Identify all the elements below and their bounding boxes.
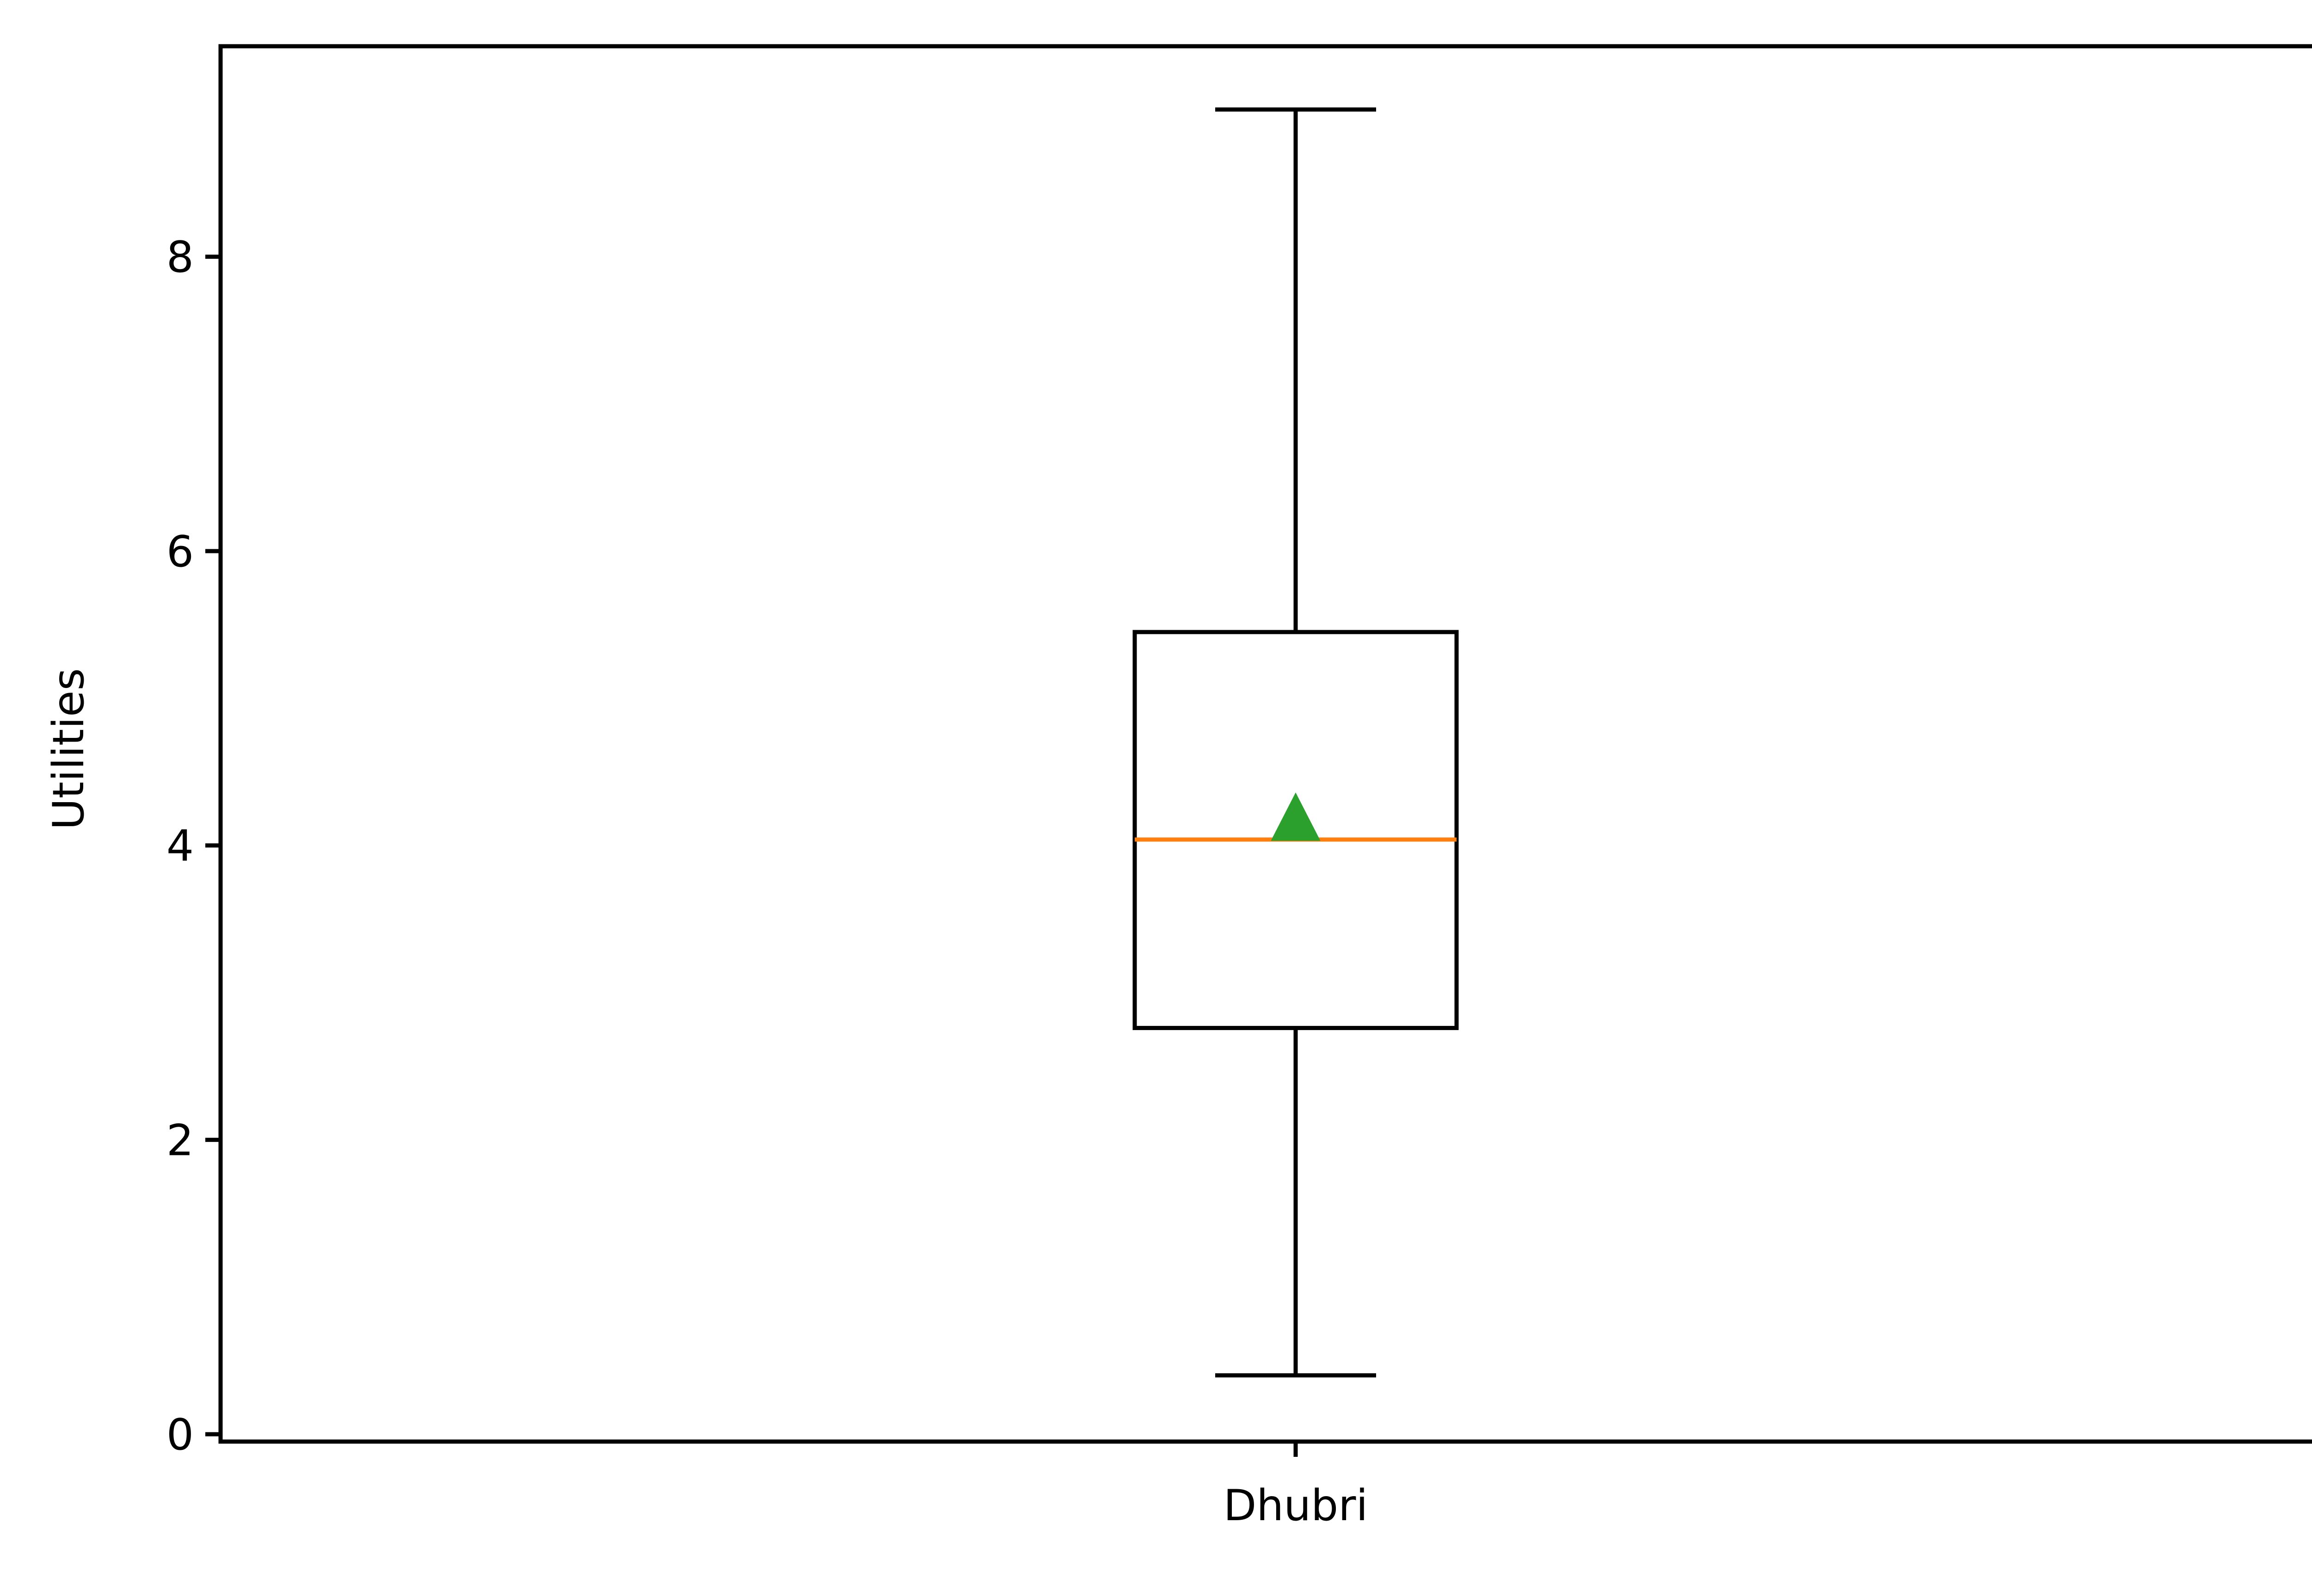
y-tick-label: 2 bbox=[166, 1115, 194, 1165]
y-tick-label: 4 bbox=[166, 821, 194, 871]
box-group bbox=[1132, 107, 1459, 1378]
y-tick-label: 6 bbox=[166, 527, 194, 577]
iqr-box bbox=[1132, 630, 1459, 1030]
x-tick-label: Dhubri bbox=[1224, 1480, 1368, 1530]
y-axis-label: Utilities bbox=[43, 668, 93, 830]
y-tick-label: 0 bbox=[166, 1410, 194, 1460]
plot-area bbox=[1132, 107, 1459, 1378]
y-tick-label: 8 bbox=[166, 232, 194, 282]
axes: 0 2 4 6 8 Dhubri bbox=[166, 44, 2312, 1530]
mean-marker bbox=[1271, 792, 1321, 841]
